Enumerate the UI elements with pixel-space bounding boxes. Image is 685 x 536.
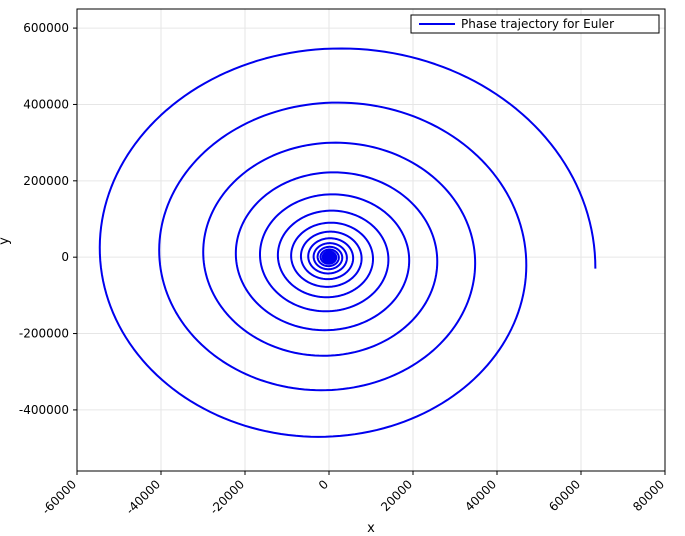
series-layer [98, 47, 597, 438]
legend-entry-label: Phase trajectory for Euler [461, 17, 614, 31]
y-tick-label: 400000 [23, 97, 69, 111]
y-tick-label: -400000 [19, 403, 69, 417]
x-axis-label: x [367, 521, 375, 536]
legend: Phase trajectory for Euler [410, 14, 660, 34]
y-tick-label: 200000 [23, 174, 69, 188]
y-tick-label: 0 [61, 250, 69, 264]
x-tick-label: -60000 [39, 477, 79, 517]
x-tick-label: 40000 [462, 477, 499, 514]
y-axis-label: y [0, 237, 12, 245]
x-tick-label: 20000 [378, 477, 415, 514]
y-tick-label: -200000 [19, 327, 69, 341]
y-tick-label: 600000 [23, 21, 69, 35]
plot-area [77, 9, 665, 471]
x-tick-label: -40000 [123, 477, 163, 517]
x-tick-label: 0 [316, 477, 331, 492]
x-tick-label: 80000 [630, 477, 667, 514]
series-line-euler [98, 47, 597, 438]
legend-box [410, 14, 660, 34]
series-center-point [325, 250, 333, 265]
x-tick-label: 60000 [546, 477, 583, 514]
x-tick-label: -20000 [207, 477, 247, 517]
plot-frame [76, 8, 666, 472]
